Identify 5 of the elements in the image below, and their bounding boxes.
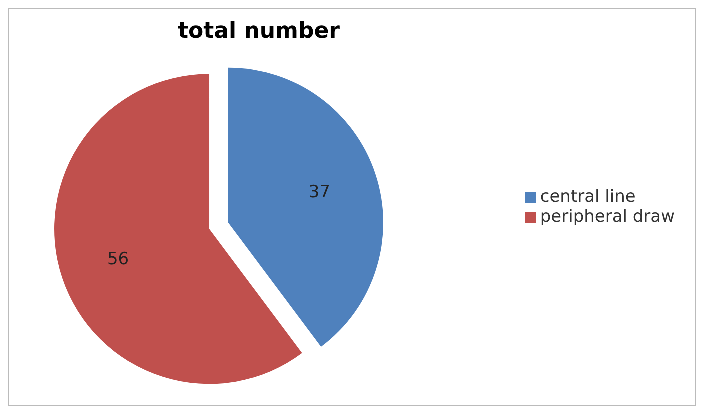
data-label: 56 — [107, 249, 130, 270]
data-label: 37 — [308, 182, 331, 203]
chart-title: total number — [177, 19, 341, 44]
legend-label: peripheral draw — [540, 207, 675, 227]
legend-label: central line — [540, 187, 636, 207]
